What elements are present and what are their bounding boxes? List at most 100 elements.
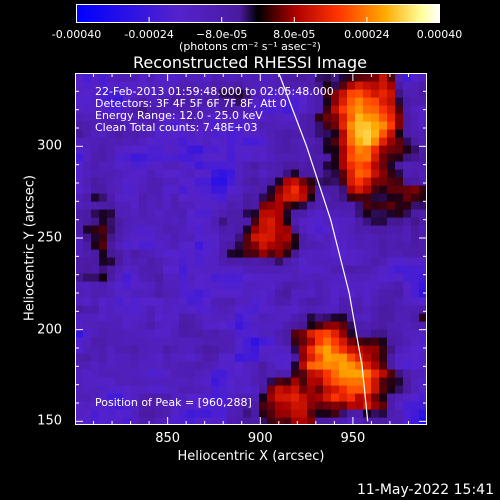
heatmap-cell (219, 177, 228, 186)
heatmap-cell (195, 233, 204, 242)
heatmap-cell (187, 265, 196, 274)
heatmap-cell (347, 321, 356, 330)
heatmap-cell (155, 209, 164, 218)
heatmap-cell (387, 113, 396, 122)
heatmap-cell (139, 105, 148, 114)
heatmap-cell (267, 297, 276, 306)
heatmap-cell (203, 177, 212, 186)
heatmap-cell (219, 89, 228, 98)
heatmap-cell (91, 353, 100, 362)
heatmap-cell (307, 281, 316, 290)
heatmap-cell (419, 233, 427, 242)
heatmap-cell (251, 409, 260, 418)
heatmap-cell (363, 217, 372, 226)
heatmap-cell (107, 257, 116, 266)
heatmap-cell (387, 145, 396, 154)
heatmap-cell (363, 393, 372, 402)
heatmap-cell (259, 313, 268, 322)
heatmap-cell (75, 289, 84, 298)
heatmap-cell (155, 377, 164, 386)
heatmap-cell (307, 353, 316, 362)
heatmap-cell (251, 289, 260, 298)
heatmap-cell (371, 417, 380, 425)
heatmap-cell (387, 281, 396, 290)
heatmap-cell (323, 161, 332, 170)
heatmap-cell (403, 377, 412, 386)
heatmap-cell (307, 409, 316, 418)
heatmap-cell (291, 377, 300, 386)
heatmap-cell (123, 193, 132, 202)
heatmap-cell (203, 321, 212, 330)
heatmap-cell (299, 361, 308, 370)
heatmap-cell (99, 377, 108, 386)
heatmap-cell (243, 81, 252, 90)
heatmap-cell (267, 201, 276, 210)
heatmap-cell (235, 241, 244, 250)
heatmap-cell (283, 409, 292, 418)
heatmap-cell (395, 385, 404, 394)
heatmap-cell (315, 265, 324, 274)
heatmap-cell (403, 289, 412, 298)
heatmap-cell (123, 345, 132, 354)
heatmap-cell (107, 369, 116, 378)
heatmap-cell (91, 121, 100, 130)
heatmap-cell (227, 305, 236, 314)
heatmap-cell (243, 393, 252, 402)
heatmap-cell (99, 193, 108, 202)
heatmap-cell (315, 225, 324, 234)
heatmap-cell (115, 289, 124, 298)
heatmap-cell (107, 105, 116, 114)
heatmap-cell (355, 313, 364, 322)
heatmap-cell (395, 305, 404, 314)
heatmap-cell (323, 177, 332, 186)
heatmap-cell (387, 217, 396, 226)
heatmap-cell (331, 281, 340, 290)
heatmap-cell (283, 289, 292, 298)
heatmap-cell (267, 113, 276, 122)
heatmap-cell (171, 281, 180, 290)
heatmap-cell (131, 193, 140, 202)
heatmap-cell (347, 305, 356, 314)
heatmap-cell (155, 233, 164, 242)
heatmap-cell (379, 113, 388, 122)
heatmap-cell (235, 305, 244, 314)
heatmap-cell (267, 97, 276, 106)
heatmap-cell (259, 97, 268, 106)
heatmap-cell (147, 321, 156, 330)
heatmap-cell (251, 161, 260, 170)
heatmap-cell (171, 225, 180, 234)
heatmap-cell (355, 265, 364, 274)
heatmap-cell (75, 265, 84, 274)
heatmap-cell (227, 145, 236, 154)
heatmap-cell (395, 257, 404, 266)
heatmap-cell (123, 105, 132, 114)
heatmap-cell (403, 233, 412, 242)
heatmap-cell (363, 209, 372, 218)
heatmap-cell (243, 137, 252, 146)
heatmap-cell (171, 193, 180, 202)
heatmap-cell (283, 97, 292, 106)
heatmap-cell (147, 169, 156, 178)
heatmap-cell (107, 137, 116, 146)
heatmap-cell (275, 281, 284, 290)
heatmap-cell (395, 297, 404, 306)
heatmap-cell (139, 81, 148, 90)
heatmap-cell (339, 329, 348, 338)
heatmap-cell (115, 369, 124, 378)
heatmap-cell (307, 73, 316, 82)
heatmap-cell (371, 225, 380, 234)
heatmap-cell (203, 249, 212, 258)
heatmap-cell (123, 305, 132, 314)
heatmap-cell (243, 97, 252, 106)
heatmap-cell (259, 289, 268, 298)
heatmap-cell (355, 273, 364, 282)
heatmap-cell (211, 225, 220, 234)
heatmap-cell (363, 297, 372, 306)
heatmap-cell (235, 233, 244, 242)
heatmap-cell (275, 377, 284, 386)
heatmap-cell (83, 409, 92, 418)
heatmap-cell (339, 225, 348, 234)
heatmap-cell (75, 297, 84, 306)
heatmap-cell (155, 361, 164, 370)
heatmap-cell (355, 393, 364, 402)
